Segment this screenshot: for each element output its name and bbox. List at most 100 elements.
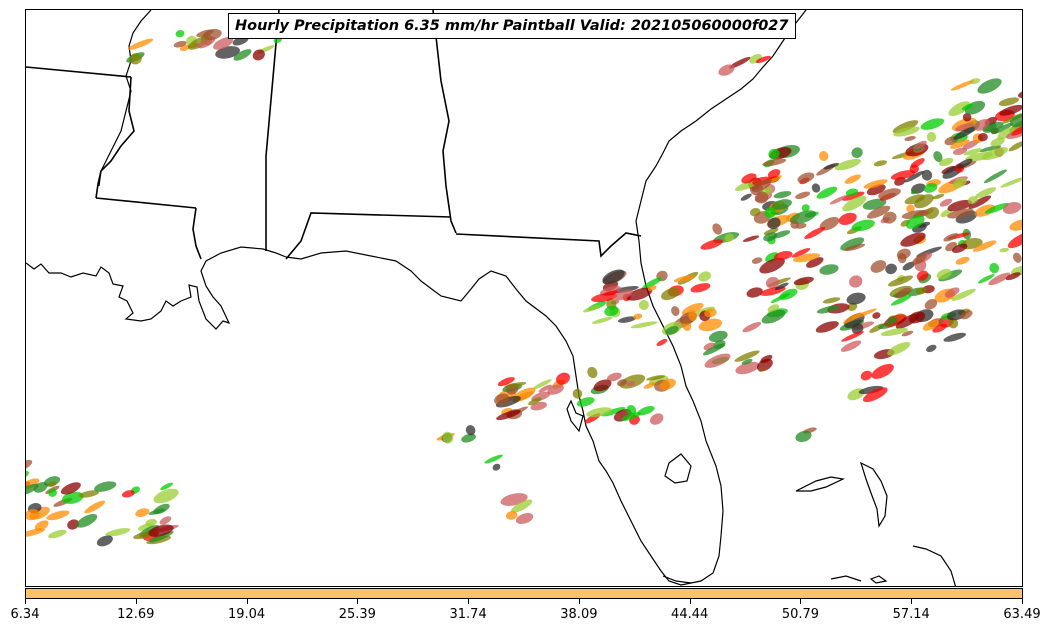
precip-blob [882, 211, 897, 224]
precip-blob [913, 140, 927, 150]
precip-blob [910, 189, 919, 195]
precip-blob [233, 49, 252, 61]
precip-blob [252, 49, 265, 61]
precip-blob [48, 488, 57, 497]
precip-blob [804, 227, 826, 239]
precip-blob [497, 377, 515, 387]
precip-blob [127, 38, 154, 50]
precip-blob [626, 287, 653, 301]
precip-blob [94, 481, 117, 492]
colorbar-tick [911, 599, 913, 604]
precip-blob [948, 318, 959, 329]
precip-blob [76, 513, 98, 528]
precip-blob [972, 240, 997, 252]
precip-blob [26, 459, 33, 473]
precip-blob [936, 268, 952, 280]
precip-blob [751, 257, 763, 264]
precip-blob [885, 316, 898, 326]
precip-blob [816, 305, 840, 314]
precip-blob [129, 53, 142, 65]
precip-blob [952, 177, 967, 189]
precip-blob [602, 269, 625, 285]
precip-blob [1009, 113, 1022, 127]
precip-blob [26, 478, 40, 490]
border-al-fl [285, 212, 452, 260]
precip-blob [926, 131, 937, 142]
precip-blob [847, 302, 858, 311]
precip-blob [950, 80, 974, 91]
precip-blob [849, 275, 863, 288]
precip-blob [62, 491, 84, 504]
colorbar-tick-label: 50.79 [781, 607, 820, 622]
precip-blob [656, 339, 668, 346]
colorbar-tick-label: 12.69 [117, 607, 155, 622]
precip-blob [915, 287, 927, 295]
precip-blob [925, 206, 940, 220]
precip-blob [773, 191, 792, 199]
colorbar-tick-label: 63.49 [1003, 607, 1041, 622]
precip-blob [735, 361, 760, 375]
precip-blob [105, 528, 131, 537]
lake-okeechobee [664, 453, 692, 484]
precip-blob [955, 256, 970, 265]
precip-blob [649, 413, 664, 425]
precip-blob [643, 382, 656, 389]
precip-blob [842, 312, 862, 324]
precip-blob [700, 239, 723, 250]
precip-blob [858, 385, 884, 395]
precip-blob [572, 388, 583, 399]
precip-blob [947, 208, 974, 219]
precip-blob [187, 36, 209, 50]
precip-blob [977, 274, 995, 284]
precip-blob [484, 454, 503, 464]
precip-blob [932, 323, 948, 333]
precip-blob [1002, 201, 1022, 215]
precip-blob [999, 104, 1022, 116]
precip-blob [1017, 90, 1022, 99]
precip-blob [26, 483, 39, 496]
border-ms-al [265, 10, 280, 251]
colorbar-tick-label: 44.44 [671, 607, 709, 622]
colorbar-tick [135, 599, 137, 604]
map-title: Hourly Precipitation 6.35 mm/hr Paintbal… [228, 13, 796, 39]
precip-blob [944, 287, 960, 298]
precip-blob [851, 219, 875, 232]
precip-blob [754, 191, 769, 204]
precip-blob [769, 175, 782, 183]
precip-blob [593, 379, 612, 392]
precip-blob [759, 257, 785, 274]
precip-blob [943, 332, 966, 342]
precip-blob [871, 363, 894, 379]
precip-blob [659, 378, 676, 390]
precip-blob [601, 407, 626, 417]
precip-blob [974, 204, 996, 217]
precip-blob [793, 276, 814, 286]
colorbar-tick [246, 599, 248, 604]
precip-blob [933, 151, 943, 163]
precip-blob [862, 387, 888, 403]
precip-blob [860, 370, 873, 381]
precip-blob [974, 119, 990, 131]
precip-blob [896, 248, 911, 260]
precip-blob [742, 235, 760, 242]
precip-blob [718, 64, 735, 76]
precip-blob [755, 55, 771, 63]
precip-blob [922, 319, 939, 331]
coastlines [26, 10, 957, 586]
precip-blob [863, 179, 888, 189]
precip-blob [215, 46, 241, 59]
precip-blob [842, 195, 867, 212]
precip-blob [801, 204, 810, 212]
precip-blob [461, 433, 476, 443]
border-ar-ms [26, 66, 132, 78]
precip-map [26, 10, 1022, 586]
colorbar-tick-label: 57.14 [892, 607, 930, 622]
colorbar-tick [468, 599, 470, 604]
precip-blob [494, 393, 510, 406]
precip-blob [844, 243, 866, 252]
precip-blob [762, 158, 787, 167]
colorbar-tick [25, 599, 26, 604]
precip-blob [842, 191, 865, 201]
precip-blob [923, 183, 938, 193]
precip-blob [496, 409, 521, 421]
